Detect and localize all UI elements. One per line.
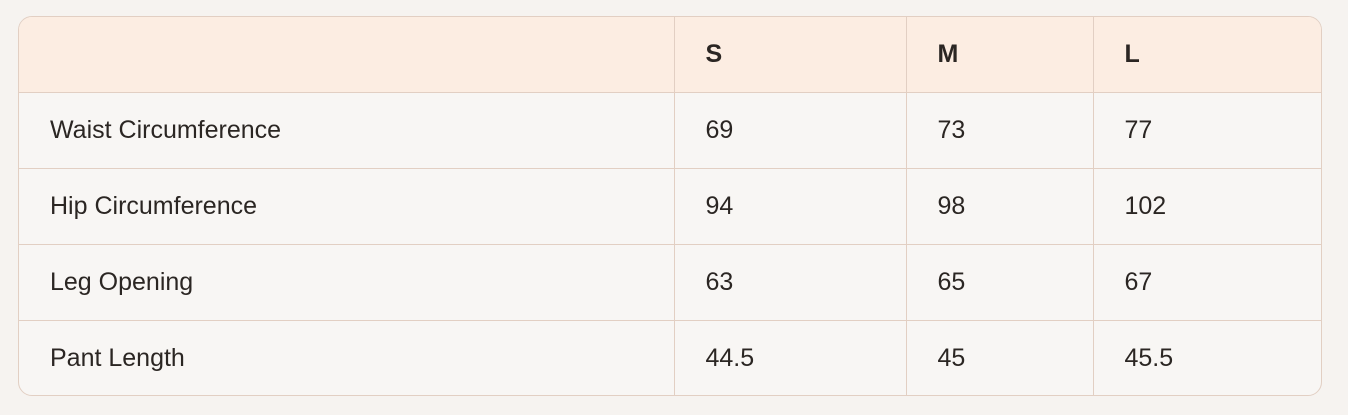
header-label — [19, 17, 675, 93]
table-row: Waist Circumference 69 73 77 — [19, 92, 1321, 169]
cell-l: 45.5 — [1124, 344, 1174, 372]
cell-m: 45 — [906, 320, 1094, 395]
table-row: Pant Length 44.5 45 45.5 — [19, 320, 1321, 395]
cell-l: 67 — [1093, 244, 1321, 321]
cell-m: 98 — [906, 168, 1094, 245]
row-label: Pant Length — [19, 320, 675, 395]
cell-s: 94 — [674, 168, 907, 245]
cell-m: 65 — [906, 244, 1094, 321]
row-label: Leg Opening — [19, 244, 675, 321]
header-size-m: M — [906, 17, 1094, 93]
row-label: Hip Circumference — [19, 168, 675, 245]
cell-s: 63 — [674, 244, 907, 321]
table-row: Hip Circumference 94 98 102 — [19, 168, 1321, 245]
header-row: S M L — [19, 17, 1321, 93]
header-size-s: S — [674, 17, 907, 93]
cell-m: 73 — [906, 92, 1094, 169]
cell-s: 44.5 — [674, 320, 907, 395]
header-size-l: L — [1093, 17, 1321, 93]
size-chart-table: S M L Waist Circumference 69 73 77 Hip C… — [18, 16, 1322, 396]
cell-s: 69 — [674, 92, 907, 169]
row-label: Waist Circumference — [19, 92, 675, 169]
cell-l: 102 — [1093, 168, 1321, 245]
cell-l: 77 — [1093, 92, 1321, 169]
table-row: Leg Opening 63 65 67 — [19, 244, 1321, 321]
